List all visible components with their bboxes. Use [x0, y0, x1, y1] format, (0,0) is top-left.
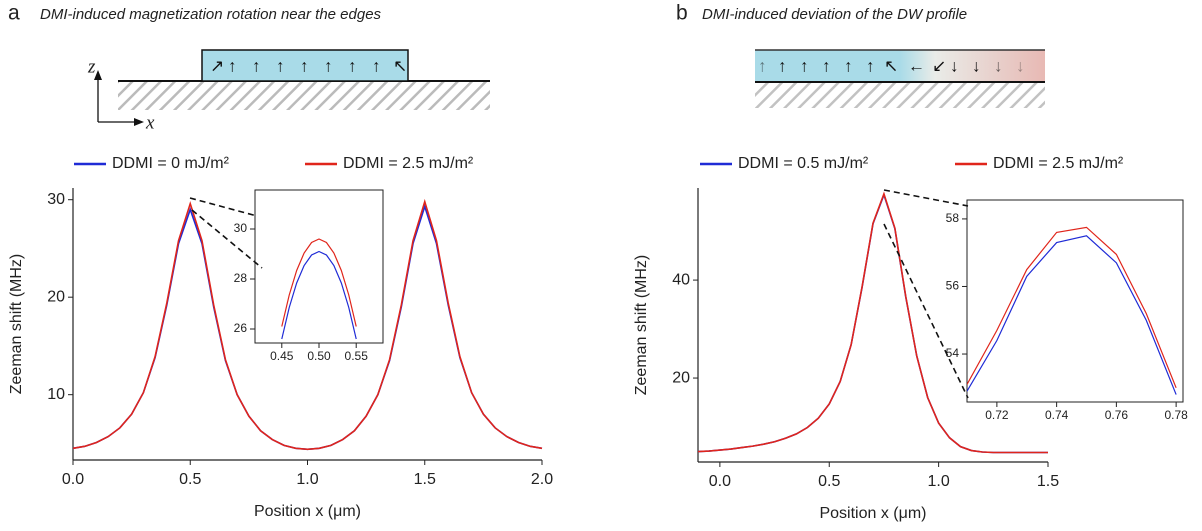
svg-text:↑: ↑ [324, 56, 333, 75]
axis-symbol: x [145, 112, 155, 133]
x-tick-label: 0.0 [62, 471, 84, 488]
svg-text:↖: ↖ [884, 56, 898, 75]
x-tick-label: 0.74 [1045, 408, 1069, 422]
axis-symbol: z [87, 56, 96, 77]
x-tick-label: 0.72 [985, 408, 1009, 422]
svg-text:↑: ↑ [228, 56, 237, 75]
plot-area [254, 189, 384, 344]
svg-text:←: ← [908, 56, 925, 75]
svg-text:↑: ↑ [778, 56, 787, 75]
x-tick-label: 0.50 [307, 349, 331, 363]
x-tick-label: 1.0 [928, 473, 950, 490]
schematic-a: ↗ ↑ ↑ ↑ ↑ ↑ ↑ ↑ ↖ [94, 49, 490, 126]
legend-label: DDMI = 0 mJ/m² [112, 155, 230, 172]
series-group [967, 226, 1177, 395]
data-line [281, 250, 357, 340]
svg-text:↑: ↑ [866, 56, 875, 75]
panel-title: DMI-induced deviation of the DW profile [702, 6, 967, 23]
data-line [967, 235, 1177, 395]
svg-text:↓: ↓ [950, 56, 959, 75]
legend-label: DDMI = 0.5 mJ/m² [738, 155, 869, 172]
y-tick-label: 30 [47, 191, 65, 208]
y-tick-label: 20 [672, 369, 690, 386]
svg-text:↙: ↙ [932, 56, 946, 75]
y-tick-label: 20 [47, 288, 65, 305]
plot-area [966, 199, 1184, 403]
x-tick-label: 0.45 [270, 349, 294, 363]
data-line [72, 198, 543, 451]
y-tick-label: 28 [234, 271, 248, 285]
legend-label: DDMI = 2.5 mJ/m² [993, 155, 1124, 172]
svg-text:↑: ↑ [800, 56, 809, 75]
y-tick-label: 26 [234, 321, 248, 335]
y-axis-label: Zeeman shift (MHz) [633, 255, 650, 395]
svg-text:↑: ↑ [300, 56, 309, 75]
y-tick-label: 10 [47, 386, 65, 403]
svg-text:↑: ↑ [844, 56, 853, 75]
svg-text:↑: ↑ [822, 56, 831, 75]
svg-text:↓: ↓ [972, 56, 981, 75]
x-tick-label: 2.0 [531, 471, 553, 488]
series-group [72, 198, 543, 451]
x-tick-label: 0.78 [1164, 408, 1188, 422]
svg-text:↑: ↑ [758, 56, 767, 75]
y-tick-label: 58 [946, 211, 960, 225]
x-tick-label: 1.5 [1037, 473, 1059, 490]
x-tick-label: 0.76 [1105, 408, 1129, 422]
x-axis-label: Position x (μm) [819, 505, 926, 522]
svg-text:↗: ↗ [210, 56, 224, 75]
panel-label: b [676, 2, 688, 25]
svg-text:↑: ↑ [348, 56, 357, 75]
zoom-lines [189, 189, 969, 399]
svg-text:↑: ↑ [276, 56, 285, 75]
series-group [697, 191, 1048, 454]
x-tick-label: 0.0 [709, 473, 731, 490]
x-tick-label: 0.5 [179, 471, 201, 488]
data-line [697, 191, 1048, 454]
svg-text:↖: ↖ [393, 56, 407, 75]
x-axis-label: Position x (μm) [254, 503, 361, 520]
x-tick-label: 0.55 [345, 349, 369, 363]
x-tick-label: 0.5 [818, 473, 840, 490]
svg-text:↓: ↓ [994, 56, 1003, 75]
y-tick-label: 30 [234, 221, 248, 235]
x-tick-label: 1.5 [414, 471, 436, 488]
data-line [967, 226, 1177, 389]
x-tick-label: 1.0 [296, 471, 318, 488]
data-line [281, 238, 357, 327]
y-tick-label: 56 [946, 279, 960, 293]
panel-title: DMI-induced magnetization rotation near … [40, 6, 382, 23]
svg-text:↑: ↑ [252, 56, 261, 75]
legend-label: DDMI = 2.5 mJ/m² [343, 155, 474, 172]
svg-text:↓: ↓ [1016, 56, 1025, 75]
y-tick-label: 40 [672, 271, 690, 288]
series-group [281, 238, 357, 340]
schematic-b: ↑ ↑ ↑ ↑ ↑ ↑ ↖ ← ↙ ↓ ↓ ↓ ↓ [755, 49, 1045, 108]
y-tick-label: 54 [946, 346, 960, 360]
panel-label: a [8, 2, 20, 25]
svg-text:↑: ↑ [372, 56, 381, 75]
y-axis-label: Zeeman shift (MHz) [8, 254, 25, 394]
